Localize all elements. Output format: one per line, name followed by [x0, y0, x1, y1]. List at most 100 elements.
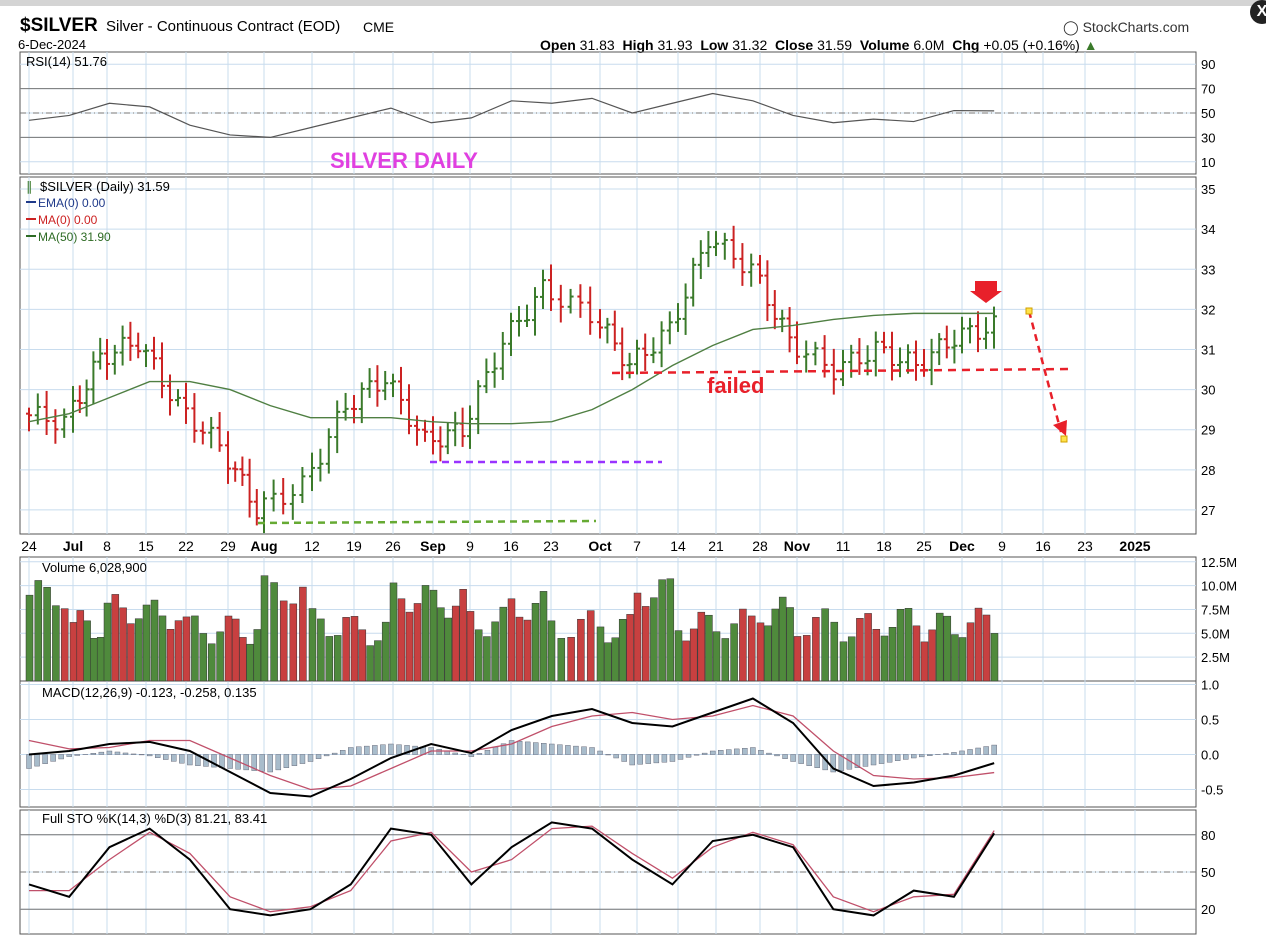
- macd-histogram-bar: [573, 745, 579, 755]
- volume-bar: [90, 638, 98, 682]
- macd-histogram-bar: [516, 741, 523, 755]
- rsi-line: [28, 92, 995, 139]
- macd-histogram-bar: [589, 747, 595, 755]
- volume-bar: [381, 621, 390, 682]
- macd-histogram-bar: [709, 750, 716, 755]
- volume-bar: [888, 627, 897, 682]
- macd-histogram-bar: [146, 754, 153, 757]
- volume-bar: [43, 587, 51, 682]
- chart-date: 6-Dec-2024: [18, 37, 86, 52]
- ohlc-bar: [848, 344, 855, 378]
- date-tick-label: 12: [304, 538, 320, 554]
- volume-bar: [641, 606, 650, 682]
- volume-bar: [928, 629, 936, 682]
- macd-histogram-bar: [122, 752, 129, 755]
- volume-bar: [830, 621, 839, 682]
- silver-daily-annotation: SILVER DAILY: [330, 148, 478, 173]
- volume-bar: [958, 637, 967, 682]
- ohlc-bar: [398, 366, 404, 415]
- volume-bar: [771, 608, 780, 682]
- volume-bar: [491, 621, 499, 682]
- macd-histogram-bar: [661, 754, 668, 763]
- volume-bar: [951, 634, 959, 682]
- volume-bar: [451, 605, 460, 682]
- ema-legend: EMA(0) 0.00: [38, 196, 106, 210]
- volume-bar: [747, 615, 756, 682]
- ohlc-bar: [721, 232, 728, 260]
- date-tick-label: 16: [503, 538, 519, 554]
- volume-bar: [437, 607, 445, 682]
- date-tick-label: 8: [103, 538, 111, 554]
- volume-bar: [350, 616, 359, 682]
- ohlc-bar: [452, 411, 459, 447]
- ohlc-bar: [43, 390, 50, 435]
- projection-end-marker: [1060, 435, 1068, 443]
- date-tick-label: 23: [1077, 538, 1093, 554]
- macd-histogram-bar: [919, 754, 925, 758]
- volume-bar: [207, 643, 216, 682]
- macd-histogram-bar: [114, 751, 121, 755]
- ohlc-bar: [232, 461, 239, 482]
- macd-histogram-bar: [259, 754, 265, 772]
- volume-bar: [127, 623, 135, 682]
- ohlc-bar: [90, 351, 97, 405]
- ohlc-bar: [856, 338, 863, 375]
- rsi-tick-label: 50: [1201, 106, 1215, 121]
- macd-histogram-bar: [356, 746, 362, 755]
- rsi-tick-label: 70: [1201, 82, 1215, 97]
- ohlc-bar: [666, 311, 673, 345]
- macd-tick-label: 1.0: [1201, 678, 1219, 693]
- ohlc-bar: [803, 340, 810, 373]
- volume-bar: [358, 629, 367, 682]
- volume-tick-label: 10.0M: [1201, 579, 1237, 594]
- ohlc-bar: [983, 317, 989, 349]
- macd-tick-label: 0.5: [1201, 713, 1219, 728]
- volume-bar: [966, 622, 975, 682]
- macd-histogram-bar: [902, 754, 909, 760]
- macd-histogram-bar: [991, 744, 997, 755]
- volume-bar: [34, 580, 43, 682]
- ohlc-bar: [516, 306, 522, 337]
- volume-bar: [474, 629, 483, 682]
- volume-bar: [618, 619, 627, 682]
- ohlc-bar: [739, 243, 746, 286]
- volume-bar: [764, 625, 772, 682]
- close-icon[interactable]: X: [1250, 0, 1266, 24]
- ohlc-bar: [358, 382, 365, 424]
- volume-bar: [596, 626, 605, 682]
- macd-histogram-bar: [798, 754, 804, 764]
- ohlc-bar: [289, 484, 296, 520]
- price-tick-label: 31: [1201, 342, 1215, 357]
- macd-histogram-bar: [34, 754, 40, 767]
- sto-tick-label: 80: [1201, 828, 1215, 843]
- macd-signal-line: [28, 704, 995, 791]
- macd-histogram-bar: [484, 749, 491, 755]
- date-tick-label: 21: [708, 538, 724, 554]
- ohlc-bar: [830, 348, 837, 395]
- ohlc-bar: [675, 303, 681, 332]
- ohlc-bar: [567, 288, 574, 314]
- volume-bar: [847, 636, 856, 682]
- volume-bar: [821, 608, 829, 682]
- volume-legend: Volume 6,028,900: [42, 560, 147, 575]
- ohlc-bar: [437, 426, 444, 462]
- macd-histogram-bar: [718, 750, 724, 755]
- macd-histogram-bar: [541, 743, 547, 755]
- volume-bar: [158, 615, 167, 682]
- macd-histogram-bar: [533, 742, 539, 755]
- ohlc-bar: [475, 380, 482, 435]
- ohlc-bar: [351, 395, 357, 424]
- ohlc-bar: [239, 456, 246, 486]
- ohlc-bar: [967, 317, 973, 344]
- ohlc-bar: [430, 416, 436, 455]
- volume-bar: [778, 596, 787, 682]
- macd-tick-label: -0.5: [1201, 783, 1223, 798]
- ohlc-bar: [697, 240, 704, 280]
- ohlc-bar: [325, 428, 332, 474]
- macd-histogram-bar: [524, 741, 531, 755]
- ohlc-bar: [779, 309, 786, 333]
- volume-bar: [317, 618, 325, 682]
- brand-label: ◯ StockCharts.com: [1063, 19, 1190, 35]
- date-tick-label: Aug: [250, 538, 277, 554]
- price-legend-title: $SILVER (Daily) 31.59: [40, 179, 170, 194]
